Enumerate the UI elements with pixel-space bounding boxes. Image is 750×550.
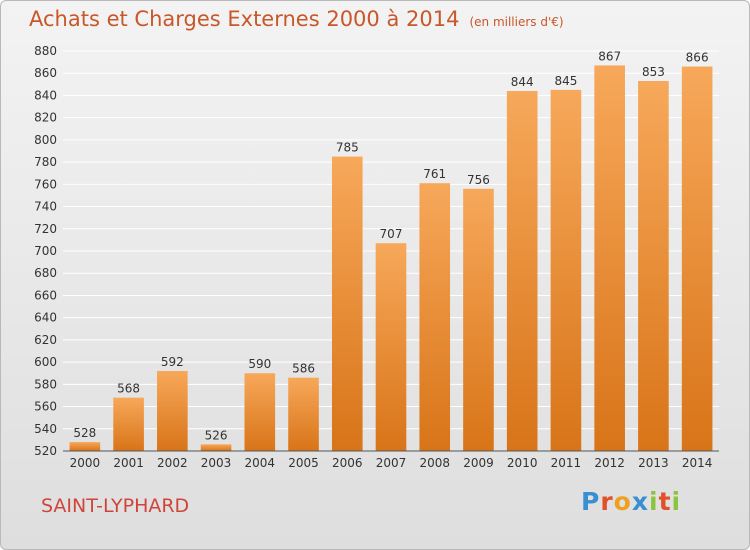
y-tick-label: 760 <box>34 177 57 191</box>
bar <box>681 66 713 452</box>
y-tick-label: 820 <box>34 111 57 125</box>
bar <box>331 156 363 452</box>
y-axis-ticks: 520 540 560 580 600 620 640 660 680 700 720 740 760 7… <box>34 44 57 458</box>
bars <box>69 65 713 452</box>
logo-letter: i <box>671 487 682 516</box>
data-label: 785 <box>336 141 359 155</box>
data-label: 526 <box>205 428 228 442</box>
x-tick-label: 2005 <box>288 456 319 470</box>
bar <box>594 65 625 451</box>
y-tick-label: 540 <box>34 422 57 436</box>
y-tick-label: 860 <box>34 66 57 80</box>
y-tick-label: 600 <box>34 355 57 369</box>
title-unit: (en milliers d'€) <box>469 15 564 29</box>
y-tick-label: 680 <box>34 266 57 280</box>
chart-title: Achats et Charges Externes 2000 à 2014 (e… <box>29 7 564 31</box>
bar <box>506 91 538 451</box>
bar <box>419 183 451 451</box>
x-axis-ticks: 2000 2001 2002 2003 2004 2005 2006 2007 2008 2009… <box>70 456 713 470</box>
y-tick-label: 840 <box>34 88 57 102</box>
logo-letter: i <box>649 487 659 516</box>
bar <box>113 397 144 451</box>
y-tick-label: 740 <box>34 200 57 214</box>
bar <box>69 442 101 451</box>
data-label: 592 <box>161 355 184 369</box>
y-tick-label: 780 <box>34 155 57 169</box>
bar <box>638 81 669 451</box>
y-tick-label: 800 <box>34 133 57 147</box>
logo-letter: t <box>658 487 672 516</box>
y-tick-label: 580 <box>34 377 57 391</box>
bar <box>200 444 232 451</box>
x-tick-label: 2013 <box>638 456 669 470</box>
data-label: 528 <box>73 426 96 440</box>
value-labels: 528 568 592 526 590 586 785 707 761 756 844 845 867 8… <box>73 49 708 442</box>
proxiti-logo: Proxiti <box>581 487 681 516</box>
y-tick-label: 720 <box>34 222 57 236</box>
y-tick-label: 620 <box>34 333 57 347</box>
x-tick-label: 2003 <box>201 456 232 470</box>
logo-letter: x <box>631 487 649 516</box>
y-tick-label: 520 <box>34 444 57 458</box>
data-label: 866 <box>686 51 709 65</box>
data-label: 845 <box>554 74 577 88</box>
logo-letter: o <box>613 487 632 516</box>
y-tick-label: 700 <box>34 244 57 258</box>
bar <box>550 89 582 451</box>
data-label: 756 <box>467 173 490 187</box>
x-tick-label: 2011 <box>551 456 582 470</box>
bar <box>375 243 407 451</box>
x-tick-label: 2006 <box>332 456 363 470</box>
title-text: Achats et Charges Externes 2000 à 2014 <box>29 7 460 31</box>
x-tick-label: 2012 <box>594 456 625 470</box>
bar <box>463 188 494 451</box>
commune-name: SAINT-LYPHARD <box>41 495 190 517</box>
y-tick-label: 880 <box>34 44 57 58</box>
x-tick-label: 2010 <box>507 456 538 470</box>
logo-letter: P <box>581 487 601 516</box>
bar <box>157 371 188 451</box>
x-tick-label: 2000 <box>70 456 101 470</box>
data-label: 568 <box>117 382 140 396</box>
y-tick-label: 660 <box>34 288 57 302</box>
bar <box>288 377 319 451</box>
y-tick-label: 640 <box>34 311 57 325</box>
x-tick-label: 2007 <box>376 456 407 470</box>
data-label: 853 <box>642 65 665 79</box>
x-tick-label: 2002 <box>157 456 188 470</box>
x-tick-label: 2004 <box>245 456 276 470</box>
data-label: 761 <box>423 167 446 181</box>
bar <box>244 373 276 451</box>
y-tick-label: 560 <box>34 400 57 414</box>
data-label: 844 <box>511 75 534 89</box>
x-tick-label: 2014 <box>682 456 713 470</box>
x-tick-label: 2001 <box>113 456 144 470</box>
data-label: 586 <box>292 362 315 376</box>
data-label: 867 <box>598 49 621 63</box>
logo-letter: r <box>600 487 614 516</box>
x-tick-label: 2009 <box>463 456 494 470</box>
data-label: 707 <box>380 227 403 241</box>
x-tick-label: 2008 <box>419 456 450 470</box>
data-label: 590 <box>248 357 271 371</box>
